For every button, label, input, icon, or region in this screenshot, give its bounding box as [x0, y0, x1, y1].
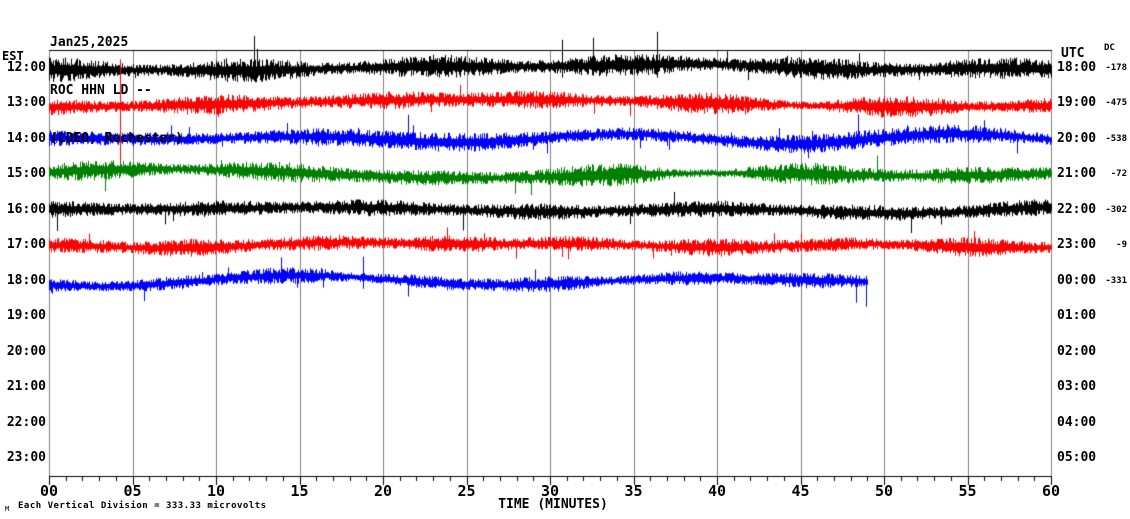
dc-column-header: DC [1104, 43, 1115, 53]
title-station: ROC HHN LD -- [50, 83, 152, 98]
utc-tick-label: 20:00 [1057, 130, 1097, 146]
est-tick-label: 21:00 [6, 379, 46, 395]
dc-value-label: -475 [1105, 98, 1127, 109]
x-tick-label: 30 [540, 482, 560, 500]
dc-value-label: -72 [1110, 169, 1127, 180]
x-tick-label: 35 [624, 482, 643, 500]
x-axis-title: TIME (MINUTES) [498, 497, 608, 512]
x-tick-label: 15 [290, 482, 309, 500]
x-tick-label: 00 [39, 482, 59, 500]
est-tick-label: 17:00 [6, 237, 46, 253]
x-tick-label: 50 [874, 482, 894, 500]
est-tick-label: 13:00 [6, 95, 46, 111]
est-tick-label: 16:00 [6, 201, 46, 217]
utc-tick-label: 23:00 [1057, 237, 1097, 253]
left-axis-title: EST [2, 49, 24, 63]
utc-tick-label: 05:00 [1057, 450, 1097, 466]
utc-tick-label: 19:00 [1057, 95, 1097, 111]
x-tick-label: 10 [206, 482, 226, 500]
est-tick-label: 23:00 [6, 450, 46, 466]
title-date: Jan25,2025 [50, 35, 129, 50]
est-tick-label: 22:00 [6, 414, 46, 430]
utc-tick-label: 03:00 [1057, 379, 1097, 395]
dc-value-label: -331 [1105, 275, 1127, 286]
x-tick-label: 40 [707, 482, 727, 500]
utc-tick-label: 22:00 [1057, 201, 1097, 217]
dc-value-label: -538 [1105, 133, 1127, 144]
dc-value-label: -9 [1116, 240, 1127, 251]
utc-tick-label: 01:00 [1057, 308, 1097, 324]
utc-tick-label: 02:00 [1057, 343, 1097, 359]
scale-note: Each Vertical Division = 333.33 microvol… [18, 501, 267, 511]
title-location: (LDEO, Rochester) [50, 131, 184, 146]
dc-value-label: -302 [1105, 204, 1127, 215]
x-tick-label: 05 [123, 482, 142, 500]
est-tick-label: 12:00 [6, 59, 46, 75]
x-tick-label: 45 [791, 482, 810, 500]
x-tick-label: 20 [373, 482, 393, 500]
est-tick-label: 15:00 [6, 166, 46, 182]
est-tick-label: 14:00 [6, 130, 46, 146]
utc-tick-label: 00:00 [1057, 272, 1097, 288]
x-tick-label: 60 [1041, 482, 1061, 500]
utc-tick-label: 04:00 [1057, 414, 1097, 430]
utc-tick-label: 18:00 [1057, 59, 1097, 75]
right-axis-title: UTC [1061, 46, 1085, 61]
figure-title: Jan25,2025 ROC HHN LD -- (LDEO, Rocheste… [50, 3, 183, 179]
x-tick-label: 55 [958, 482, 977, 500]
utc-tick-label: 21:00 [1057, 166, 1097, 182]
dc-value-label: -178 [1105, 62, 1127, 73]
est-tick-label: 19:00 [6, 308, 46, 324]
est-tick-label: 20:00 [6, 343, 46, 359]
est-tick-label: 18:00 [6, 272, 46, 288]
corner-mark: M [5, 505, 10, 513]
x-tick-label: 25 [457, 482, 476, 500]
